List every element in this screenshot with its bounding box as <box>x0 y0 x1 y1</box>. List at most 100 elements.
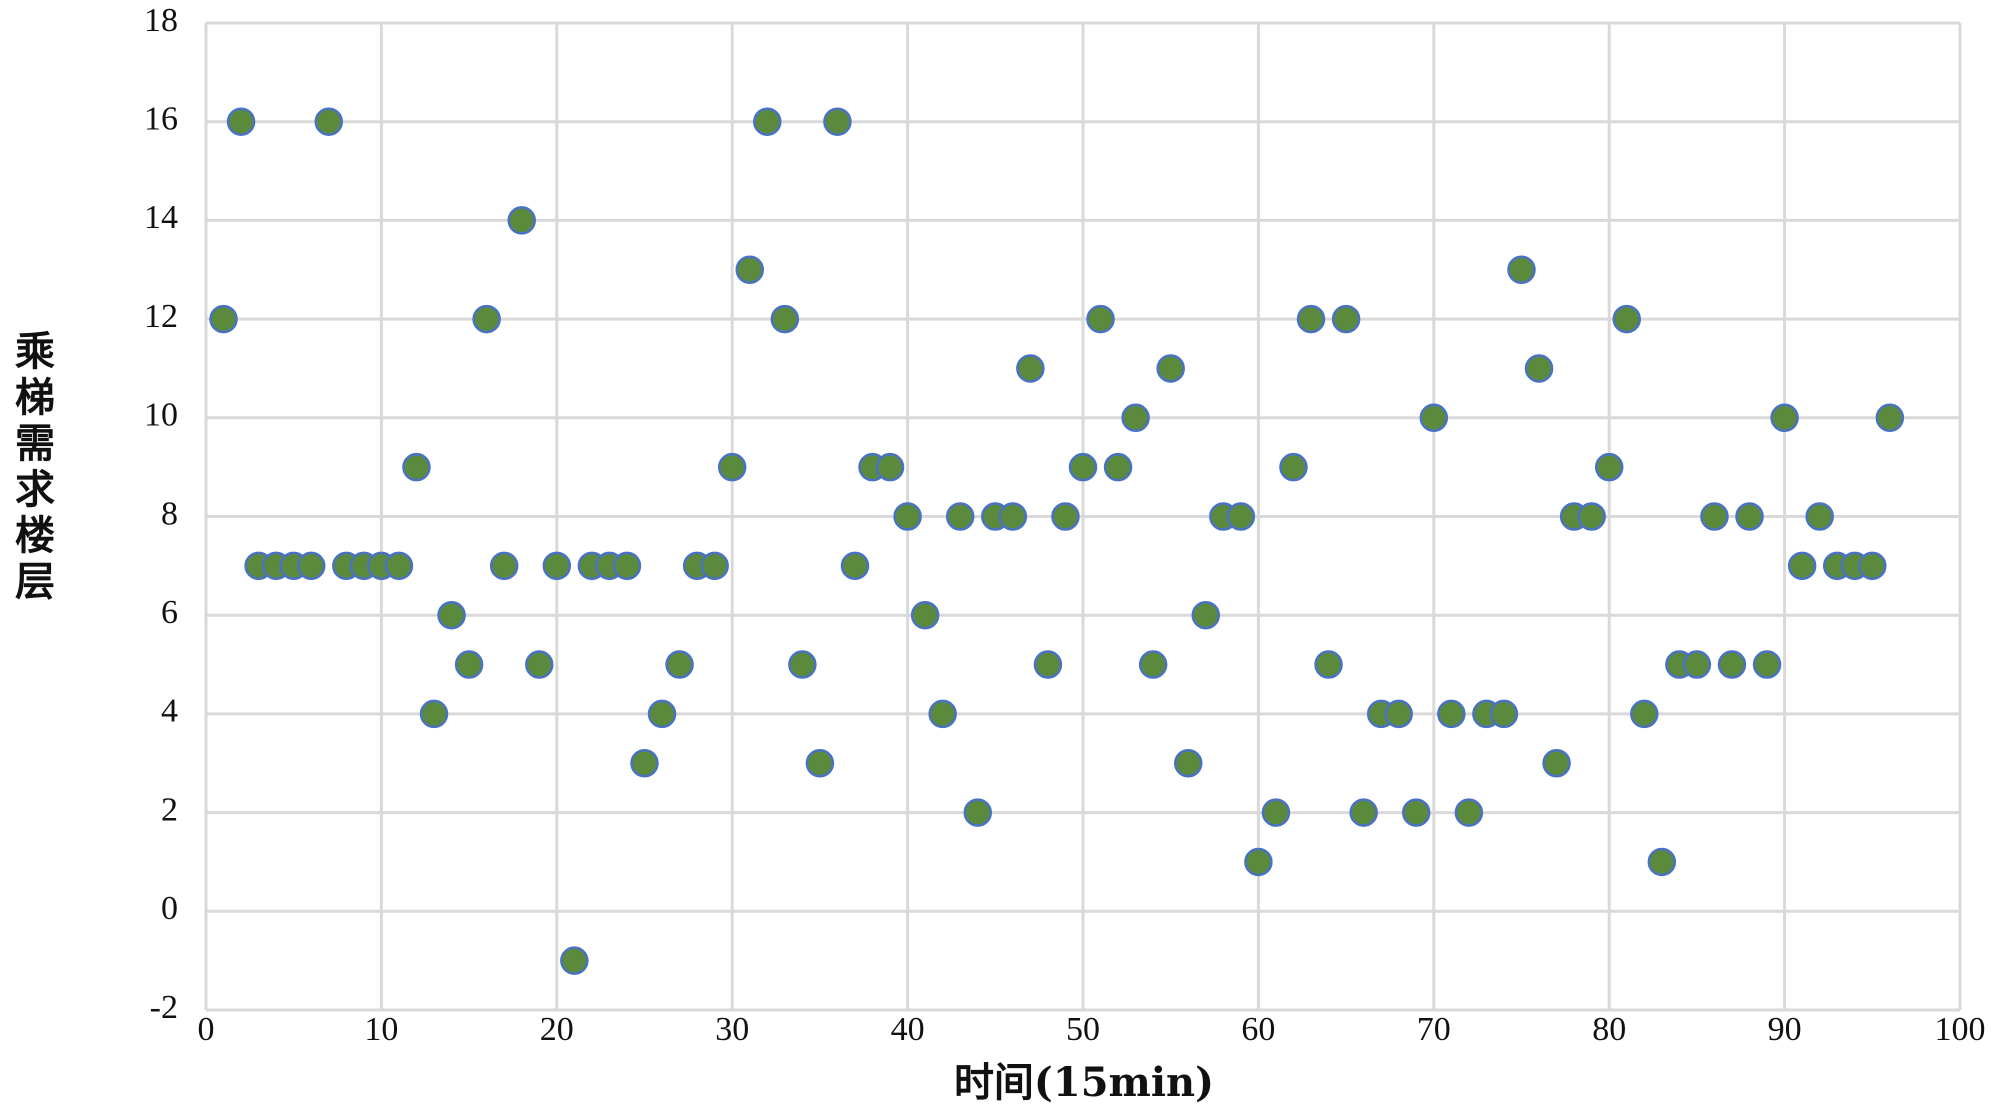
point <box>1349 798 1378 827</box>
point <box>1191 600 1221 630</box>
point <box>1524 354 1554 383</box>
point <box>1226 502 1256 531</box>
point <box>910 600 940 630</box>
point <box>1787 551 1817 581</box>
point <box>542 551 572 581</box>
point <box>1402 798 1431 827</box>
point <box>1051 502 1080 531</box>
y-tick-label: 0 <box>161 890 178 927</box>
point <box>1630 699 1659 729</box>
point <box>1173 749 1203 778</box>
y-tick-label: 4 <box>161 693 178 730</box>
point <box>612 551 642 581</box>
x-tick-label: 60 <box>1241 1011 1275 1048</box>
point <box>1033 650 1063 679</box>
y-tick-label: 8 <box>161 495 178 532</box>
x-tick-label: 40 <box>891 1011 925 1048</box>
x-tick-label: 90 <box>1768 1011 1802 1048</box>
point <box>1717 650 1747 679</box>
point <box>1331 304 1361 334</box>
y-tick-label: 18 <box>144 2 178 39</box>
point <box>209 304 238 334</box>
point <box>1770 403 1799 433</box>
point <box>226 107 256 136</box>
y-axis-title: 乘梯需求楼层 <box>8 330 55 606</box>
point <box>840 551 870 581</box>
y-tick-label: 10 <box>144 397 178 434</box>
y-tick-label: 2 <box>161 791 178 828</box>
point <box>735 255 764 284</box>
x-tick-label: 10 <box>364 1011 398 1048</box>
x-tick-label: 80 <box>1592 1011 1626 1048</box>
x-axis-title: 时间(15min) <box>954 1059 1214 1106</box>
x-tick-label: 100 <box>1935 1011 1986 1048</box>
y-tick-label: 12 <box>144 298 178 335</box>
point <box>717 452 747 482</box>
point <box>472 304 501 334</box>
point <box>1647 847 1677 877</box>
point <box>489 551 519 581</box>
point <box>1858 551 1887 581</box>
y-tick-label: -2 <box>150 989 178 1026</box>
point <box>525 650 554 679</box>
point <box>788 650 817 679</box>
point <box>893 502 922 531</box>
y-tick-label: 14 <box>144 199 178 236</box>
point <box>1121 403 1150 433</box>
point <box>1612 304 1641 334</box>
point <box>1138 650 1168 679</box>
point <box>1805 502 1834 531</box>
point <box>1682 650 1712 679</box>
point <box>402 452 431 482</box>
point <box>700 551 729 581</box>
point <box>1507 255 1536 284</box>
point <box>875 452 905 482</box>
x-tick-label: 0 <box>198 1011 215 1048</box>
point <box>945 502 975 531</box>
point <box>770 304 800 334</box>
point <box>1489 699 1519 729</box>
point <box>1016 354 1045 383</box>
point <box>963 798 993 827</box>
point <box>314 107 344 136</box>
point <box>384 551 414 581</box>
point <box>647 699 677 729</box>
point <box>1156 354 1185 383</box>
point <box>1296 304 1326 334</box>
x-tick-label: 30 <box>715 1011 749 1048</box>
x-tick-label: 20 <box>540 1011 574 1048</box>
point <box>296 551 326 581</box>
point <box>454 650 484 679</box>
point <box>1437 699 1466 729</box>
point <box>1261 798 1291 827</box>
y-tick-label: 6 <box>161 594 178 631</box>
point <box>1577 502 1606 531</box>
point <box>1086 304 1115 334</box>
point <box>1244 847 1273 877</box>
point <box>1735 502 1764 531</box>
point <box>1419 403 1449 433</box>
x-tick-label: 50 <box>1066 1011 1100 1048</box>
point <box>928 699 957 729</box>
x-tick-label: 70 <box>1417 1011 1451 1048</box>
point <box>1752 650 1782 679</box>
point <box>437 600 466 630</box>
point <box>1700 502 1729 531</box>
point <box>805 749 835 778</box>
point <box>1314 650 1343 679</box>
point <box>419 699 449 729</box>
y-tick-label: 16 <box>144 100 178 137</box>
point <box>1068 452 1098 482</box>
point <box>1875 403 1905 433</box>
point <box>998 502 1028 531</box>
point <box>630 749 659 778</box>
point <box>1384 699 1413 729</box>
point <box>1279 452 1308 482</box>
point <box>1103 452 1133 482</box>
point <box>665 650 694 679</box>
point <box>560 946 589 975</box>
point <box>507 206 536 235</box>
point <box>1454 798 1484 827</box>
